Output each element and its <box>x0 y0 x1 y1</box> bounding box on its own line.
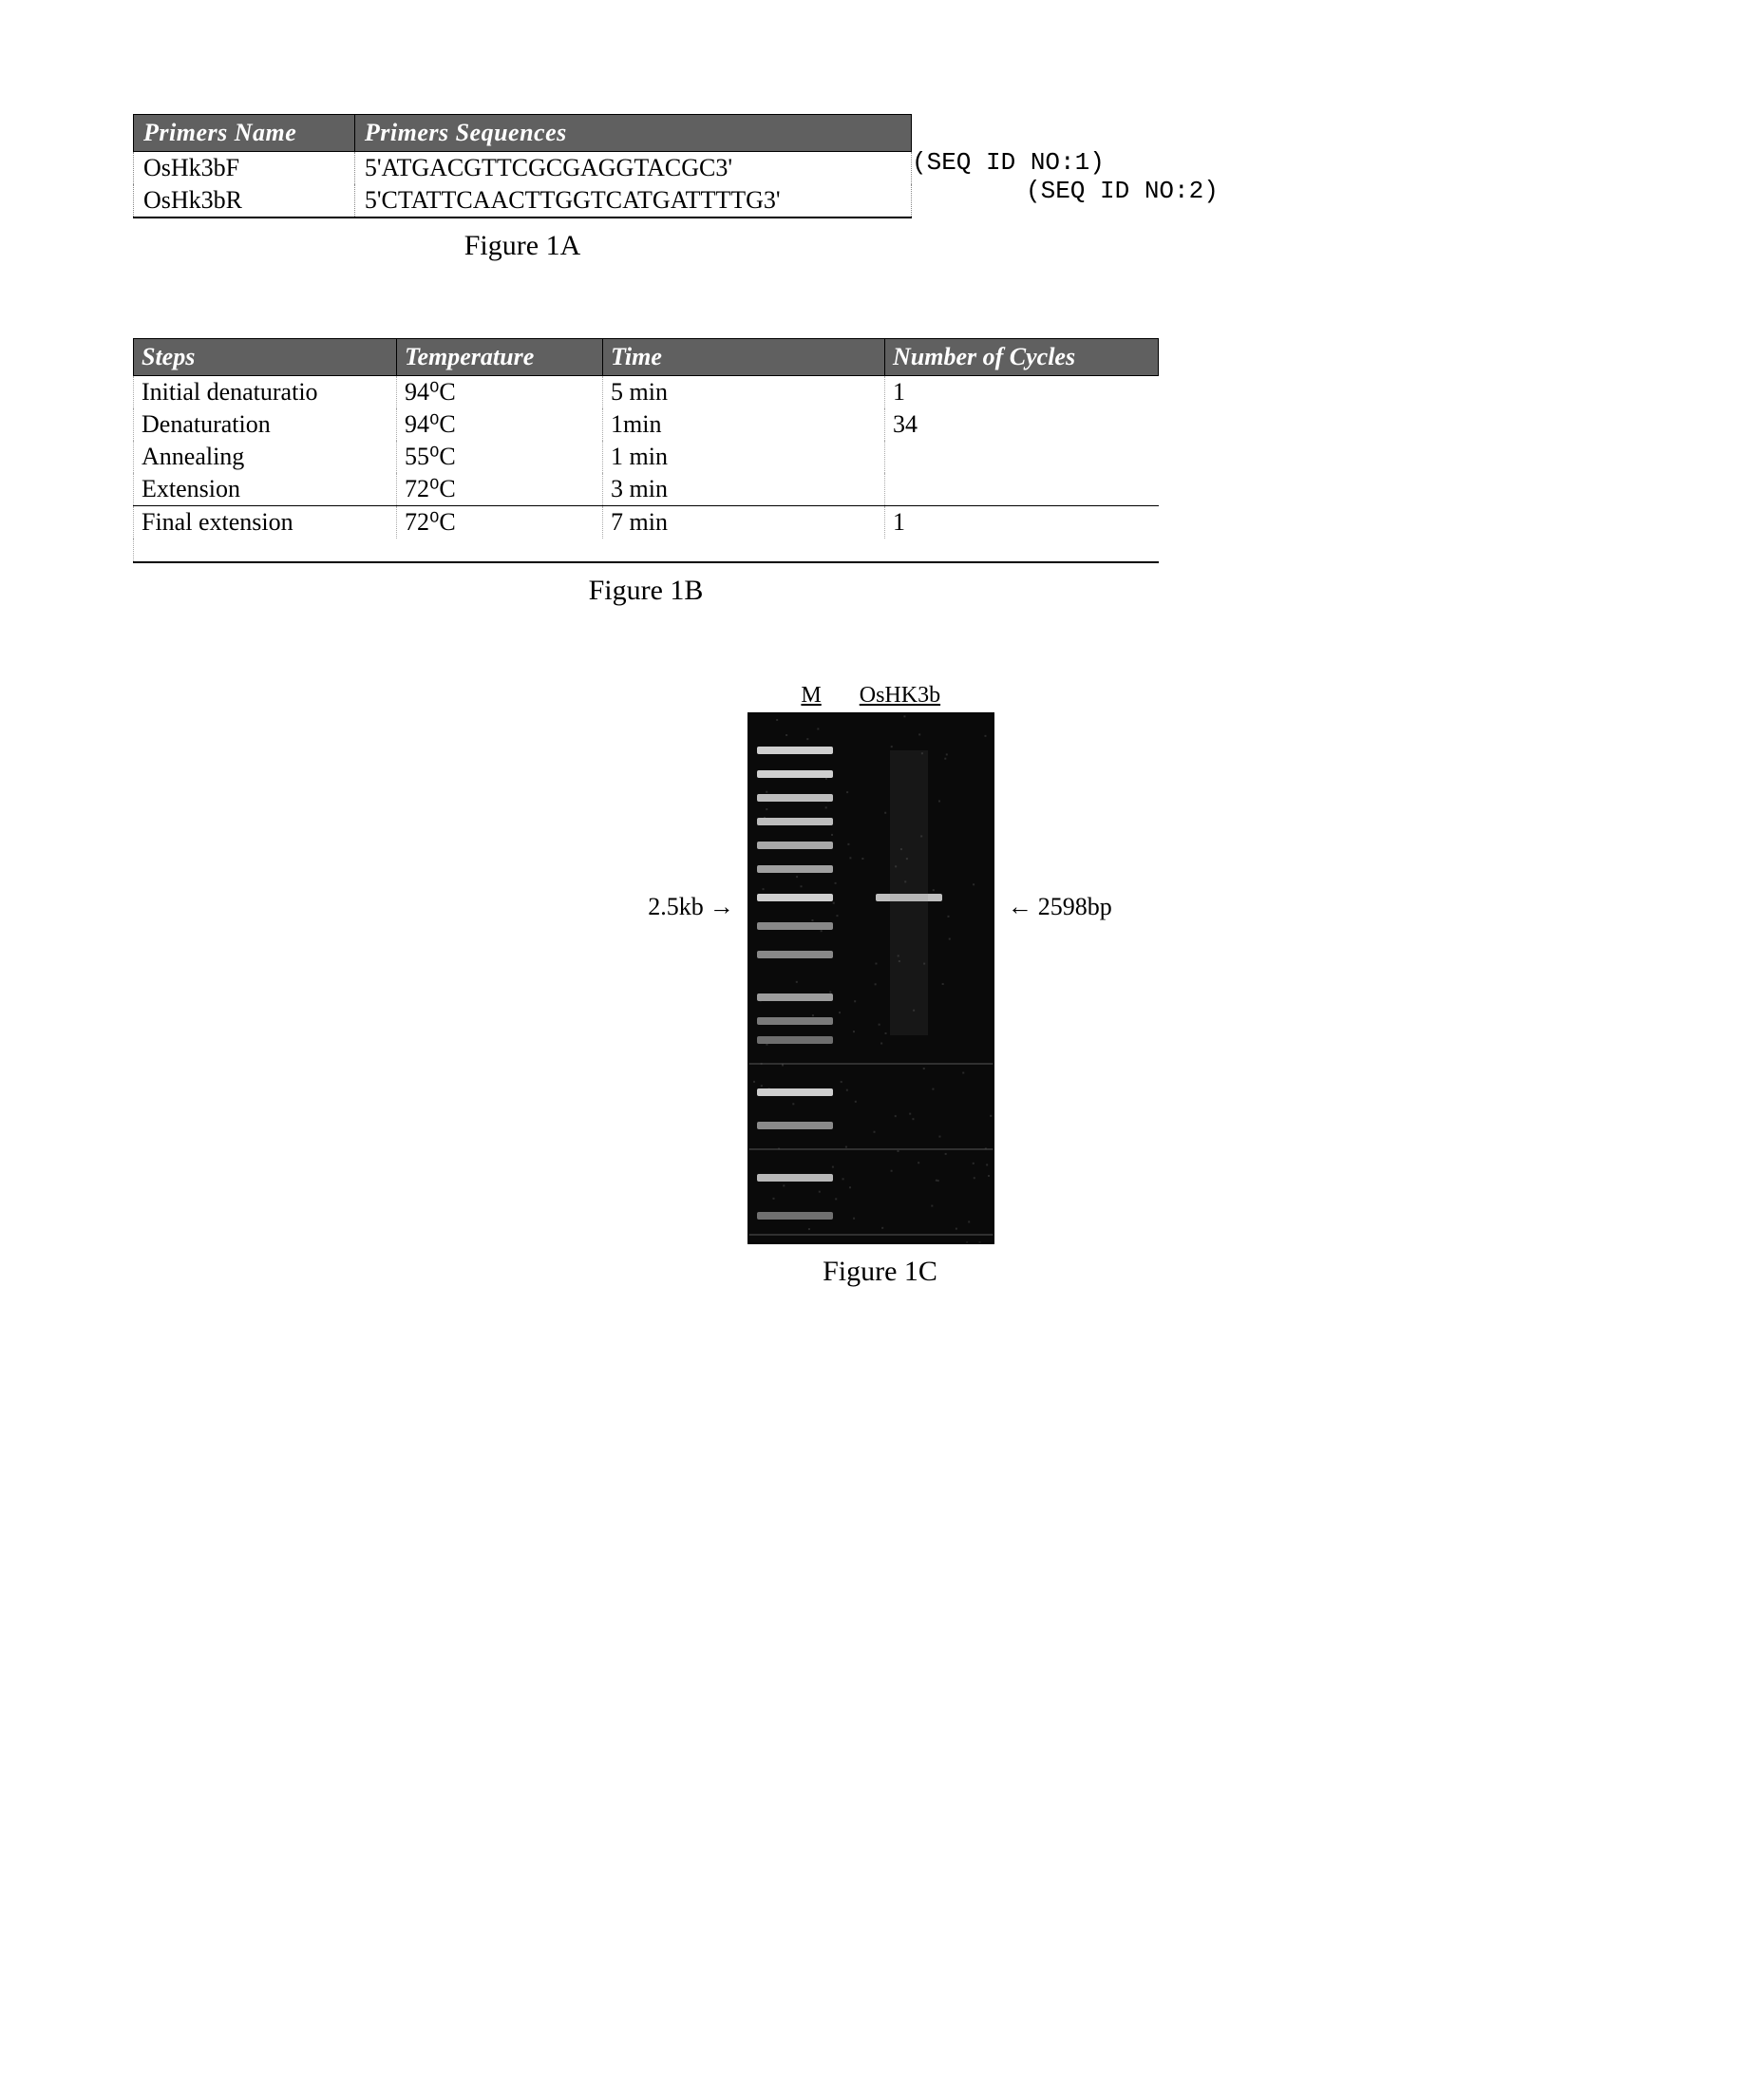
step-cell: Final extension <box>134 506 397 539</box>
time-text: 1min <box>611 410 661 438</box>
figure-caption: Figure 1B <box>133 575 1159 607</box>
time-cell: 3 min <box>603 473 885 506</box>
table-bottom-spacer <box>134 539 1159 562</box>
gel-svg-holder: M OsHK3b <box>748 683 994 1244</box>
lane-labels: M OsHK3b <box>801 683 940 709</box>
table-row: Final extension 72⁰C 7 min 1 <box>134 506 1159 539</box>
table-row: Initial denaturatio 94⁰C 5 min 1 <box>134 376 1159 409</box>
primer-name: OsHk3bR <box>134 184 355 218</box>
primer-seq: 5'CTATTCAACTTGGTCATGATTTTG3' <box>354 184 911 218</box>
col-primers-seq: Primers Sequences <box>354 115 911 152</box>
temp-cell: 94⁰C <box>397 376 603 409</box>
figure-caption: Figure 1C <box>133 1256 1627 1288</box>
col-temp: Temperature <box>397 339 603 376</box>
primers-table: Primers Name Primers Sequences OsHk3bF 5… <box>133 114 912 218</box>
time-cell: 5 min <box>603 376 885 409</box>
lane-label-m: M <box>801 683 821 709</box>
temp-cell: 94⁰C <box>397 408 603 441</box>
cycles-cell: 34 <box>885 408 1159 506</box>
col-cycles: Number of Cycles <box>885 339 1159 376</box>
seq-id-label: (SEQ ID NO:2) <box>1026 177 1219 205</box>
right-marker-label: 2598bp <box>1008 893 1112 921</box>
step-cell: Initial denaturatio <box>134 376 397 409</box>
table-row: OsHk3bR 5'CTATTCAACTTGGTCATGATTTTG3' <box>134 184 912 218</box>
arrow-right-icon <box>710 893 734 921</box>
table-row: Denaturation 94⁰C 1min 34 <box>134 408 1159 441</box>
gel-diagram: 2.5kb M OsHK3b 2598bp <box>133 683 1627 1244</box>
temp-cell: 72⁰C <box>397 473 603 506</box>
temp-cell: 55⁰C <box>397 441 603 473</box>
figure-1c: 2.5kb M OsHK3b 2598bp Figure 1C <box>133 683 1627 1288</box>
step-cell: Extension <box>134 473 397 506</box>
step-cell: Annealing <box>134 441 397 473</box>
step-cell: Denaturation <box>134 408 397 441</box>
time-cell: 1min <box>603 408 885 441</box>
table-header-row: Steps Temperature Time Number of Cycles <box>134 339 1159 376</box>
gel-image <box>748 712 994 1244</box>
seq-id-label: (SEQ ID NO:1) <box>912 148 1219 177</box>
col-steps: Steps <box>134 339 397 376</box>
primer-seq: 5'ATGACGTTCGCGAGGTACGC3' <box>354 152 911 185</box>
temp-cell: 72⁰C <box>397 506 603 539</box>
col-primers-name: Primers Name <box>134 115 355 152</box>
left-marker-label: 2.5kb <box>648 893 734 921</box>
col-time: Time <box>603 339 885 376</box>
table-row: OsHk3bF 5'ATGACGTTCGCGAGGTACGC3' <box>134 152 912 185</box>
cycles-cell: 1 <box>885 376 1159 409</box>
time-cell: 7 min <box>603 506 885 539</box>
marker-text: 2.5kb <box>648 893 704 921</box>
arrow-left-icon <box>1008 893 1032 921</box>
seqid-column: (SEQ ID NO:1) (SEQ ID NO:2) <box>912 114 1219 205</box>
time-cell: 1 min <box>603 441 885 473</box>
figure-1a: Primers Name Primers Sequences OsHk3bF 5… <box>133 114 1627 262</box>
table-header-row: Primers Name Primers Sequences <box>134 115 912 152</box>
lane-label-sample: OsHK3b <box>860 683 940 709</box>
figure-caption: Figure 1A <box>133 230 912 262</box>
table-1a-wrap: Primers Name Primers Sequences OsHk3bF 5… <box>133 114 1627 218</box>
cycles-cell: 1 <box>885 506 1159 539</box>
figure-1b: Steps Temperature Time Number of Cycles … <box>133 338 1627 607</box>
pcr-table: Steps Temperature Time Number of Cycles … <box>133 338 1159 563</box>
primer-name: OsHk3bF <box>134 152 355 185</box>
marker-text: 2598bp <box>1038 893 1112 921</box>
